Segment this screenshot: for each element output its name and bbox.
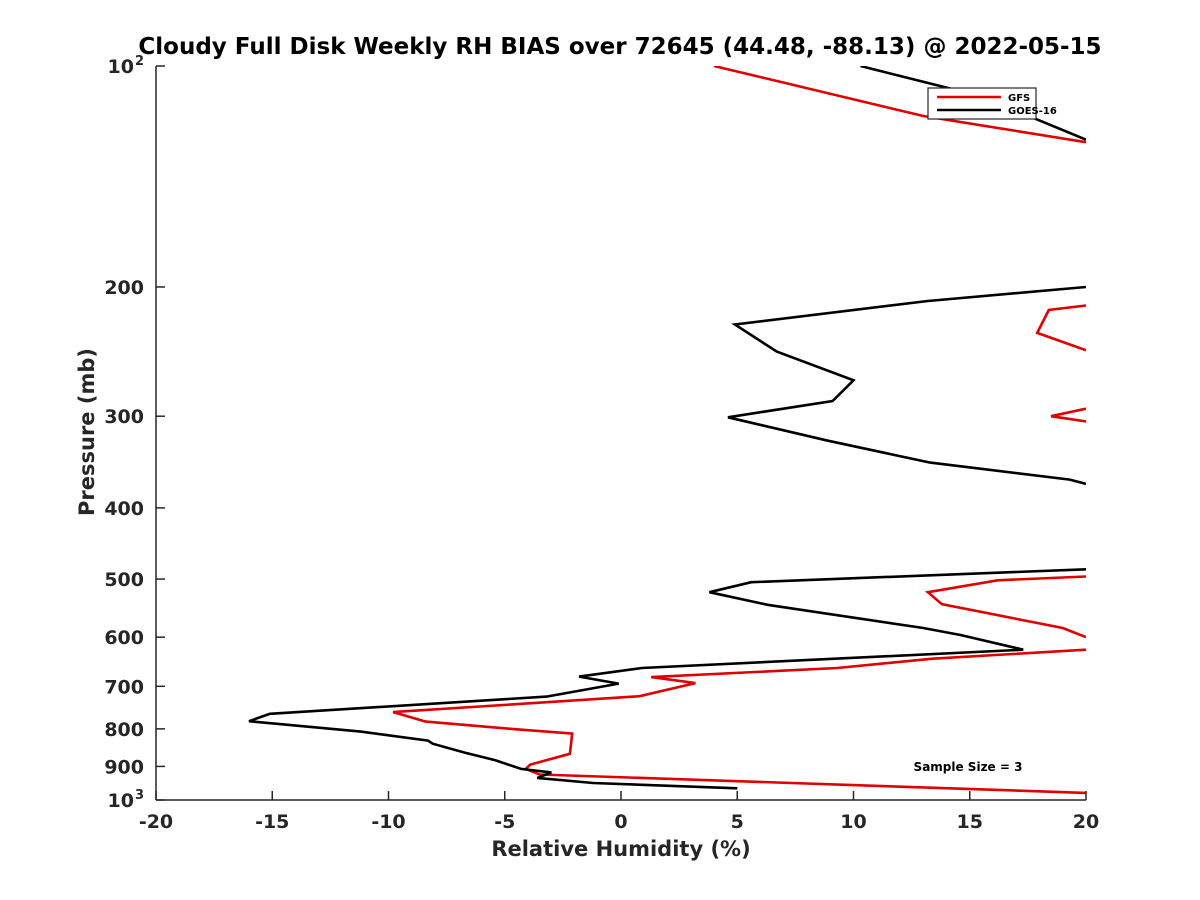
y-tick-label: 800	[104, 719, 144, 741]
x-axis-label: Relative Humidity (%)	[491, 837, 750, 861]
x-tick-label: -10	[371, 811, 405, 833]
series-gfs-line	[1035, 304, 1086, 352]
x-tick-label: -15	[255, 811, 289, 833]
plot-area	[156, 66, 1086, 800]
x-tick-label: 0	[614, 811, 627, 833]
legend: GFS GOES-16	[927, 87, 1057, 120]
y-tick-label: 500	[104, 569, 144, 591]
x-tick-label: 10	[840, 811, 866, 833]
y-tick-label: 10	[108, 56, 134, 78]
y-tick-label: 10	[108, 790, 134, 812]
axes: -20 -15 -10 -5 0 5 10 15 20 10 220030040050060070…	[104, 54, 1099, 833]
y-tick-label: 300	[104, 406, 144, 428]
y-tick-exponent: 2	[135, 54, 144, 69]
series-goes16-line	[727, 285, 1086, 486]
sample-size-annotation: Sample Size = 3	[914, 760, 1023, 774]
legend-box	[927, 87, 1037, 120]
x-tick-label: -20	[139, 811, 173, 833]
series-gfs-line	[713, 66, 1086, 144]
series-gfs	[392, 66, 1086, 795]
plot-background	[156, 66, 1086, 800]
x-tick-label: 5	[731, 811, 744, 833]
x-tick-label: 15	[957, 811, 983, 833]
legend-goes16-label: GOES-16	[1008, 106, 1057, 117]
y-tick-label: 400	[104, 498, 144, 520]
y-tick-label: 900	[104, 756, 144, 778]
y-tick-label: 200	[104, 277, 144, 299]
y-tick-label: 600	[104, 627, 144, 649]
x-tick-label: 20	[1073, 811, 1099, 833]
x-ticks: -20 -15 -10 -5 0 5 10 15 20	[139, 791, 1099, 833]
series-goes16-line	[248, 568, 1086, 790]
x-tick-label: -5	[494, 811, 515, 833]
series-gfs-line	[924, 575, 1086, 639]
y-axis-label: Pressure (mb)	[75, 348, 99, 516]
y-tick-label: 700	[104, 676, 144, 698]
series-gfs-line	[1050, 407, 1086, 423]
series-gfs-line	[392, 648, 1086, 795]
legend-gfs-label: GFS	[1008, 93, 1030, 104]
chart-title: Cloudy Full Disk Weekly RH BIAS over 726…	[138, 34, 1101, 60]
y-tick-exponent: 3	[135, 788, 144, 803]
